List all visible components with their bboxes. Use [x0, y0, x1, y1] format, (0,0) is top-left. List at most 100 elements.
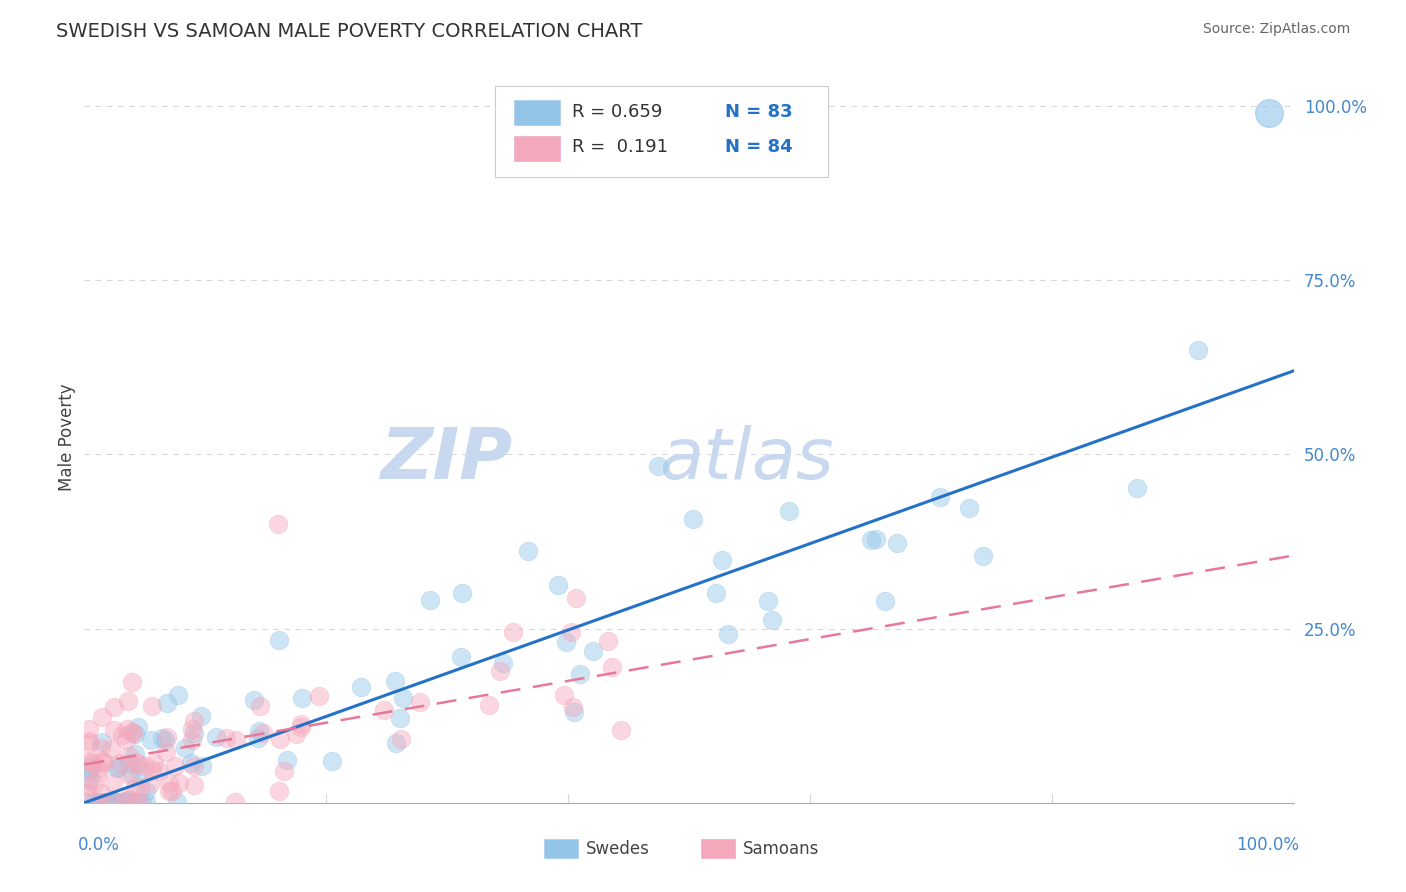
- Point: [180, 756, 202, 770]
- FancyBboxPatch shape: [702, 839, 735, 858]
- Point: [76, 778, 98, 792]
- Point: [560, 625, 582, 640]
- Point: [1126, 481, 1149, 495]
- Point: [155, 745, 177, 759]
- Point: [100, 795, 122, 809]
- Point: [156, 697, 179, 711]
- Point: [75, 795, 97, 809]
- Point: [183, 759, 205, 773]
- Point: [384, 736, 406, 750]
- Point: [252, 726, 274, 740]
- Text: 0.0%: 0.0%: [79, 836, 120, 854]
- Point: [91, 754, 114, 768]
- Point: [87, 766, 110, 780]
- Point: [756, 594, 779, 608]
- Point: [141, 699, 163, 714]
- Point: [389, 710, 412, 724]
- Point: [225, 733, 247, 747]
- Text: Source: ZipAtlas.com: Source: ZipAtlas.com: [1202, 22, 1350, 37]
- Point: [761, 614, 783, 628]
- Point: [247, 723, 270, 738]
- Point: [135, 784, 157, 798]
- Point: [562, 700, 585, 714]
- Point: [865, 533, 887, 547]
- Point: [610, 723, 633, 738]
- Point: [682, 512, 704, 526]
- Point: [153, 733, 176, 747]
- Point: [517, 544, 540, 558]
- Point: [267, 517, 290, 532]
- Point: [90, 735, 112, 749]
- Point: [450, 586, 472, 600]
- Point: [249, 699, 271, 714]
- Point: [122, 726, 145, 740]
- Point: [180, 722, 202, 736]
- Point: [87, 795, 110, 809]
- Point: [875, 594, 897, 608]
- Point: [79, 772, 101, 786]
- Point: [419, 592, 441, 607]
- Point: [717, 627, 740, 641]
- Text: Swedes: Swedes: [586, 840, 650, 858]
- Point: [107, 760, 129, 774]
- Point: [79, 764, 101, 779]
- Text: N = 84: N = 84: [725, 138, 793, 156]
- Point: [290, 720, 312, 734]
- Point: [93, 755, 115, 769]
- Point: [384, 674, 406, 689]
- Point: [285, 726, 308, 740]
- Point: [90, 795, 112, 809]
- Point: [111, 728, 134, 742]
- Point: [166, 795, 188, 809]
- Point: [1187, 343, 1209, 357]
- Point: [859, 533, 882, 548]
- Point: [121, 674, 143, 689]
- Point: [489, 665, 512, 679]
- Point: [350, 680, 373, 694]
- Point: [183, 726, 205, 740]
- Point: [191, 759, 214, 773]
- Point: [117, 795, 139, 809]
- Point: [167, 776, 190, 790]
- Point: [124, 747, 146, 761]
- Point: [134, 759, 156, 773]
- Point: [142, 756, 165, 770]
- Point: [183, 778, 205, 792]
- FancyBboxPatch shape: [544, 839, 578, 858]
- Y-axis label: Male Poverty: Male Poverty: [58, 384, 76, 491]
- Point: [321, 754, 343, 768]
- FancyBboxPatch shape: [513, 100, 560, 125]
- Point: [150, 731, 173, 746]
- FancyBboxPatch shape: [495, 86, 828, 178]
- Text: N = 83: N = 83: [725, 103, 793, 120]
- Point: [957, 501, 980, 516]
- Point: [273, 764, 295, 778]
- Point: [267, 784, 290, 798]
- Point: [582, 644, 605, 658]
- Point: [107, 760, 129, 774]
- Point: [120, 795, 142, 809]
- Point: [90, 786, 112, 800]
- Point: [711, 553, 734, 567]
- Point: [104, 795, 127, 809]
- Point: [103, 723, 125, 738]
- Point: [120, 765, 142, 780]
- Point: [554, 635, 576, 649]
- Point: [118, 756, 141, 770]
- Point: [373, 703, 395, 717]
- Point: [127, 720, 149, 734]
- Point: [276, 753, 298, 767]
- Point: [247, 731, 270, 745]
- Point: [122, 795, 145, 809]
- Point: [115, 733, 138, 747]
- Point: [79, 761, 101, 775]
- Point: [117, 767, 139, 781]
- Point: [90, 741, 112, 756]
- Point: [547, 578, 569, 592]
- Point: [118, 749, 141, 764]
- Point: [553, 688, 575, 702]
- Point: [80, 755, 103, 769]
- Point: [79, 736, 101, 750]
- Point: [128, 795, 150, 809]
- Point: [190, 709, 212, 723]
